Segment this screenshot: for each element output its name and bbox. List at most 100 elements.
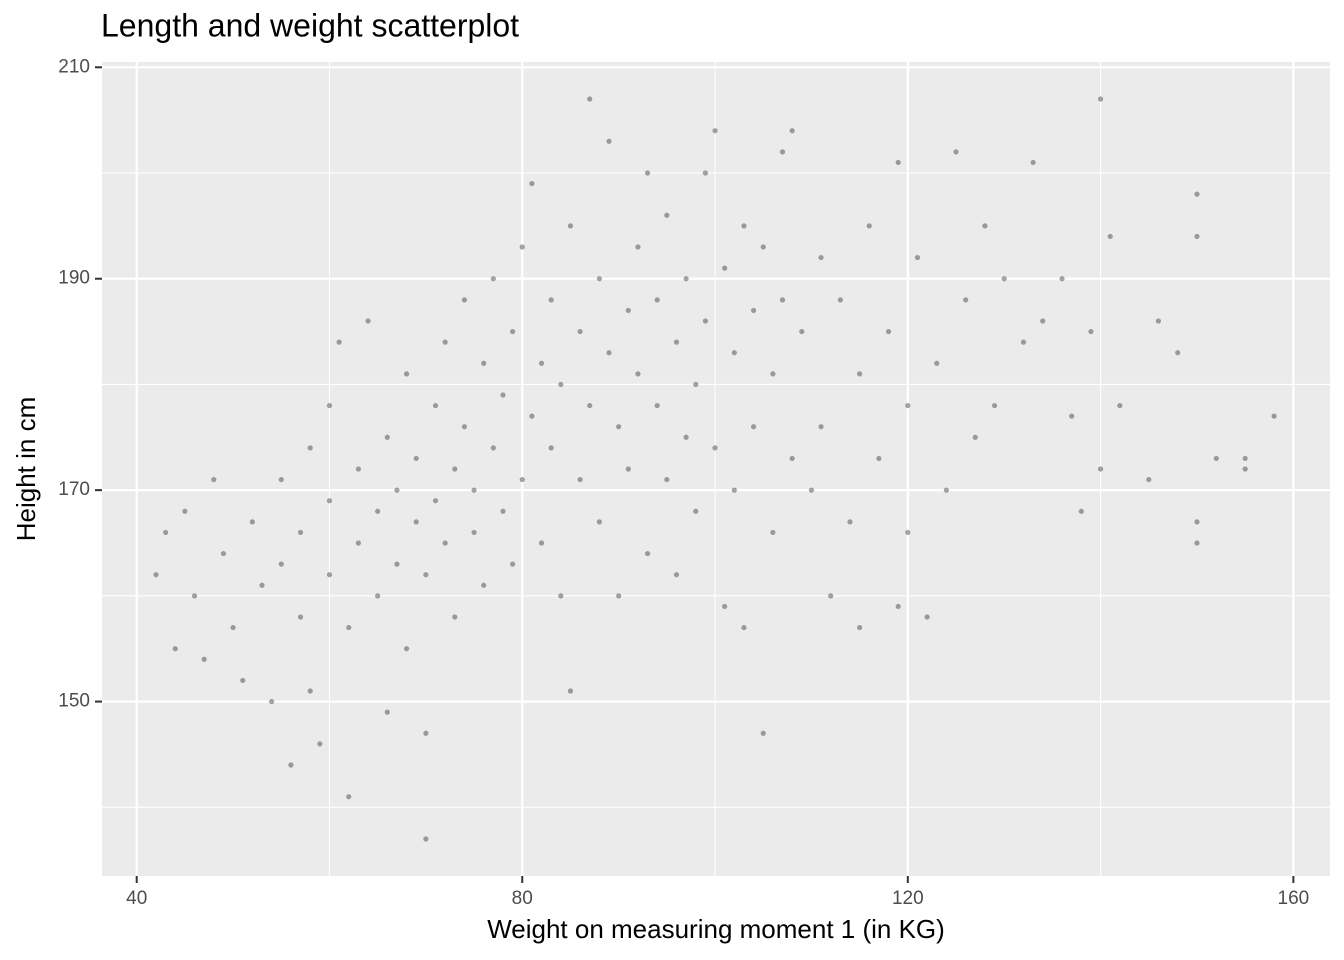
point xyxy=(789,128,795,134)
point xyxy=(1001,276,1007,282)
point xyxy=(905,529,911,536)
point xyxy=(885,328,892,335)
point xyxy=(1194,233,1200,240)
point xyxy=(779,149,786,155)
point xyxy=(1117,402,1123,409)
point xyxy=(808,487,815,493)
point xyxy=(1146,476,1152,483)
point xyxy=(722,603,728,610)
point xyxy=(779,297,786,303)
point xyxy=(1107,233,1113,240)
x-tick-label: 120 xyxy=(892,888,924,909)
point xyxy=(924,614,930,620)
point xyxy=(818,254,824,261)
point xyxy=(461,424,468,430)
point xyxy=(664,212,670,218)
point xyxy=(490,445,496,451)
point xyxy=(432,498,439,504)
point xyxy=(307,445,313,451)
point xyxy=(799,328,805,335)
point xyxy=(442,540,448,546)
point xyxy=(1242,455,1248,462)
point xyxy=(326,572,333,578)
point xyxy=(548,297,554,303)
point xyxy=(1069,413,1075,419)
point xyxy=(567,688,574,694)
point xyxy=(220,550,227,557)
point xyxy=(750,424,757,430)
point xyxy=(943,487,949,493)
point xyxy=(471,529,477,536)
point xyxy=(500,508,506,514)
point xyxy=(587,402,593,409)
point xyxy=(895,159,901,166)
point xyxy=(847,519,853,525)
point xyxy=(712,445,718,451)
point xyxy=(211,476,217,483)
x-tick-label: 160 xyxy=(1278,888,1310,909)
point xyxy=(394,561,400,567)
point xyxy=(625,307,631,314)
point xyxy=(326,402,333,409)
point xyxy=(529,413,535,419)
point xyxy=(1271,413,1277,419)
point xyxy=(452,466,458,472)
point xyxy=(481,582,487,588)
point xyxy=(510,561,516,567)
point xyxy=(760,244,766,250)
point xyxy=(760,730,766,736)
point xyxy=(1155,318,1162,324)
point xyxy=(365,318,371,324)
point xyxy=(510,328,516,335)
point xyxy=(567,223,574,229)
point xyxy=(963,297,969,303)
point xyxy=(828,593,834,599)
point xyxy=(905,402,911,409)
chart-title: Length and weight scatterplot xyxy=(101,7,519,43)
point xyxy=(741,624,747,631)
point xyxy=(452,614,458,620)
point xyxy=(355,540,361,546)
point xyxy=(625,466,631,472)
point xyxy=(644,170,651,176)
point xyxy=(153,572,159,578)
point xyxy=(519,244,525,250)
point xyxy=(384,709,390,715)
point xyxy=(1078,508,1084,514)
point xyxy=(616,593,622,599)
point xyxy=(750,307,757,314)
point xyxy=(857,624,863,631)
point xyxy=(288,762,294,768)
point xyxy=(693,381,699,388)
point xyxy=(442,339,448,345)
point xyxy=(712,128,718,134)
x-axis-title: Weight on measuring moment 1 (in KG) xyxy=(487,914,945,944)
point xyxy=(529,180,535,187)
point xyxy=(577,328,583,335)
point xyxy=(423,572,429,578)
point xyxy=(1040,318,1046,324)
point xyxy=(895,603,901,610)
point xyxy=(1194,540,1200,546)
point xyxy=(278,561,284,567)
point xyxy=(934,360,940,366)
x-tick-label: 80 xyxy=(512,888,533,909)
point xyxy=(1059,276,1065,282)
point xyxy=(1242,466,1248,472)
point xyxy=(770,529,776,536)
point xyxy=(346,794,352,800)
point xyxy=(432,402,439,409)
point xyxy=(635,371,641,377)
point xyxy=(384,434,390,440)
point xyxy=(278,476,284,483)
point xyxy=(644,550,651,557)
point xyxy=(683,434,689,440)
point xyxy=(307,688,313,694)
point xyxy=(857,371,863,377)
point xyxy=(673,572,680,578)
point xyxy=(548,445,554,451)
x-tick-label: 40 xyxy=(126,888,147,909)
point xyxy=(693,508,699,514)
y-tick-label: 170 xyxy=(58,479,90,500)
